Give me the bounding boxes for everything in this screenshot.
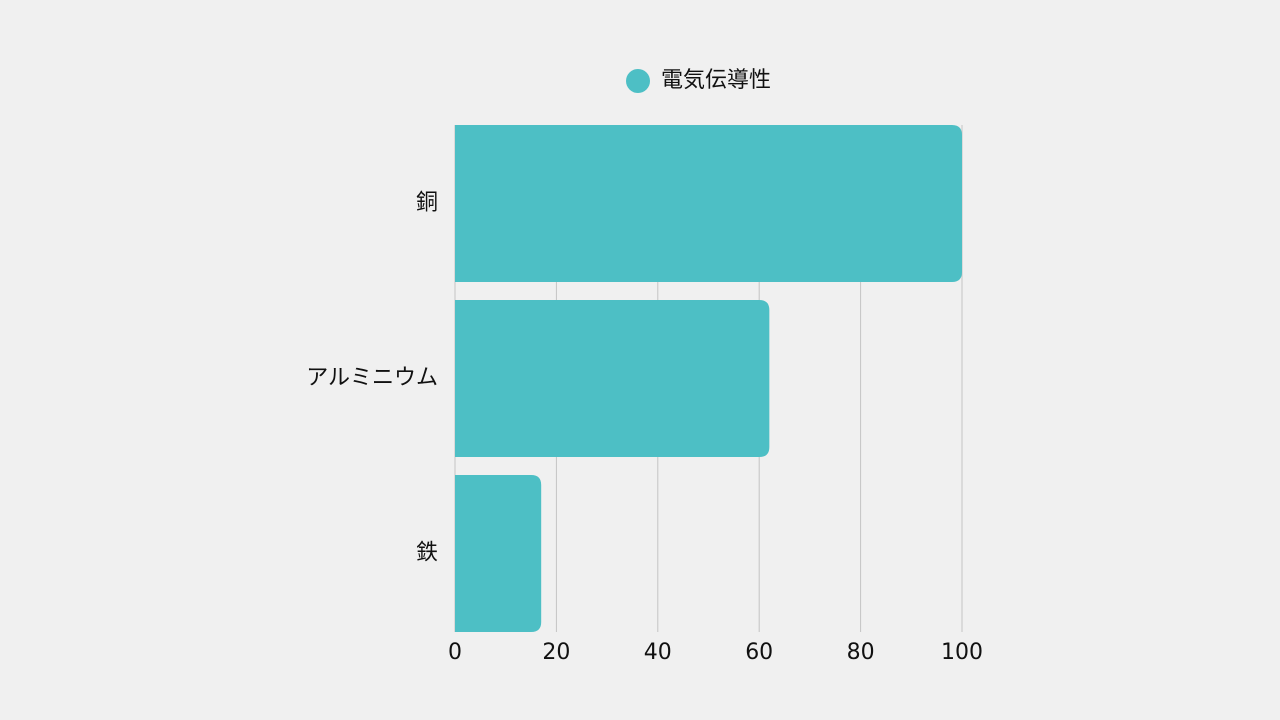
- y-tick-label: 銅: [416, 191, 438, 216]
- x-tick-label: 60: [745, 640, 773, 665]
- y-tick-label: 鉄: [416, 541, 438, 566]
- legend-label: 電気伝導性: [661, 68, 771, 93]
- x-tick-label: 40: [644, 640, 672, 665]
- bar: [455, 300, 770, 457]
- bar: [455, 125, 962, 282]
- x-tick-label: 100: [941, 640, 983, 665]
- x-tick-label: 0: [448, 640, 462, 665]
- y-tick-label: アルミニウム: [306, 366, 438, 391]
- legend-marker: [626, 69, 650, 93]
- bar: [455, 475, 542, 632]
- x-tick-label: 20: [542, 640, 570, 665]
- x-tick-label: 80: [847, 640, 875, 665]
